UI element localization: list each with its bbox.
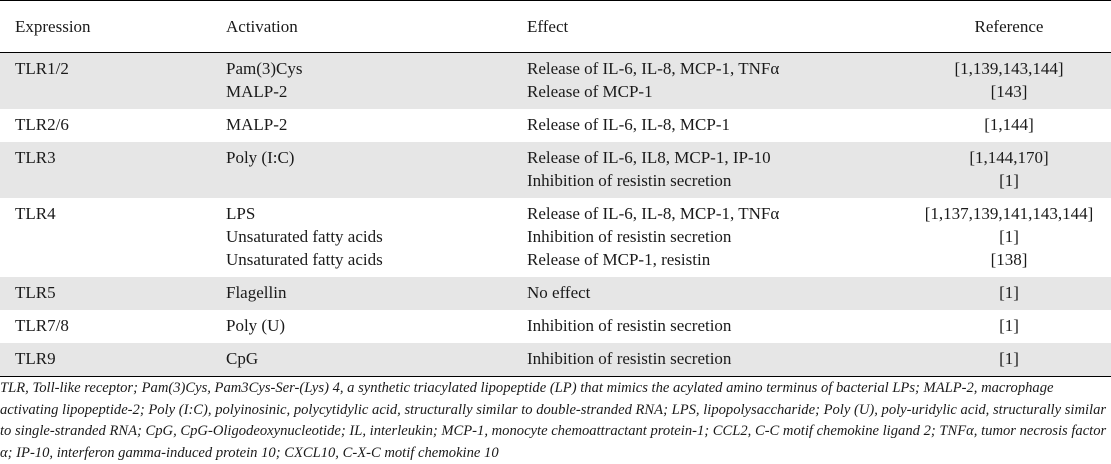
- table-footnote: TLR, Toll-like receptor; Pam(3)Cys, Pam3…: [0, 380, 1107, 461]
- cell-activation-line: CpG: [226, 349, 259, 368]
- cell-activation: Pam(3)Cys MALP-2: [226, 52, 527, 109]
- cell-reference-line: [143]: [990, 82, 1028, 101]
- cell-reference-line: [1]: [999, 316, 1019, 335]
- cell-reference: [1,137,139,141,143,144] [1] [138]: [907, 198, 1111, 277]
- cell-reference-line: [1,144]: [984, 115, 1034, 134]
- cell-effect: No effect: [527, 277, 907, 310]
- cell-activation: MALP-2: [226, 109, 527, 142]
- cell-activation-line: Flagellin: [226, 283, 287, 302]
- header-row: Expression Activation Effect Reference: [0, 0, 1111, 53]
- cell-expression: TLR1/2: [0, 52, 226, 109]
- cell-activation: Poly (I:C): [226, 142, 527, 198]
- cell-effect: Release of IL-6, IL8, MCP-1, IP-10 Inhibi…: [527, 142, 907, 198]
- cell-expression: TLR9: [0, 343, 226, 377]
- cell-reference: [1]: [907, 343, 1111, 377]
- cell-activation-line: Pam(3)Cys: [226, 59, 303, 78]
- cell-reference-line: [138]: [990, 250, 1028, 269]
- cell-effect: Release of IL-6, IL-8, MCP-1, TNFα Inhibi…: [527, 198, 907, 277]
- cell-activation-line: LPS: [226, 204, 256, 223]
- cell-reference: [1,144]: [907, 109, 1111, 142]
- cell-reference: [1]: [907, 310, 1111, 343]
- cell-effect: Release of IL-6, IL-8, MCP-1: [527, 109, 907, 142]
- cell-effect-line: Inhibition of resistin secretion: [527, 316, 732, 335]
- cell-effect-line: Release of IL-6, IL-8, MCP-1, TNFα: [527, 204, 780, 223]
- tlr-table: Expression Activation Effect Reference T…: [0, 0, 1111, 377]
- cell-reference-line: [1]: [999, 227, 1019, 246]
- header-effect: Effect: [527, 0, 907, 53]
- cell-expression: TLR3: [0, 142, 226, 198]
- cell-reference: [1,139,143,144] [143]: [907, 52, 1111, 109]
- cell-reference-line: [1,137,139,141,143,144]: [924, 204, 1094, 223]
- cell-activation-line: Unsaturated fatty acids: [226, 227, 383, 246]
- cell-activation-line: Poly (U): [226, 316, 286, 335]
- cell-effect-line: Inhibition of resistin secretion: [527, 349, 732, 368]
- cell-activation-line: MALP-2: [226, 82, 288, 101]
- cell-activation-line: Poly (I:C): [226, 148, 295, 167]
- header-activation: Activation: [226, 0, 527, 53]
- cell-reference-line: [1]: [999, 283, 1019, 302]
- cell-reference-line: [1,144,170]: [969, 148, 1049, 167]
- cell-activation: Flagellin: [226, 277, 527, 310]
- cell-effect-line: Release of MCP-1: [527, 82, 653, 101]
- table-body: TLR1/2 Pam(3)Cys MALP-2 Release of IL-6, IL…: [0, 52, 1111, 377]
- table-row: TLR1/2 Pam(3)Cys MALP-2 Release of IL-6, IL…: [0, 52, 1111, 109]
- cell-expression: TLR7/8: [15, 316, 69, 335]
- cell-effect-line: Release of IL-6, IL-8, MCP-1: [527, 115, 731, 134]
- cell-effect: Inhibition of resistin secretion: [527, 343, 907, 377]
- cell-reference: [1]: [907, 277, 1111, 310]
- cell-activation: Poly (U): [226, 310, 527, 343]
- cell-activation-line: Unsaturated fatty acids: [226, 250, 383, 269]
- table-row: TLR7/8 Poly (U) Inhibition of resistin sec…: [0, 310, 1111, 343]
- cell-effect-line: Release of IL-6, IL-8, MCP-1, TNFα: [527, 59, 780, 78]
- table-header: Expression Activation Effect Reference: [0, 0, 1111, 53]
- cell-activation-line: MALP-2: [226, 115, 288, 134]
- table-row: TLR4 LPS Unsaturated fatty acids Unsaturate…: [0, 198, 1111, 277]
- table-row: TLR9 CpG Inhibition of resistin secretion […: [0, 343, 1111, 377]
- tlr-table-container: Expression Activation Effect Reference T…: [0, 0, 1111, 377]
- header-expression: Expression: [0, 0, 226, 53]
- cell-effect: Inhibition of resistin secretion: [527, 310, 907, 343]
- cell-reference-line: [1,139,143,144]: [954, 59, 1064, 78]
- cell-expression: TLR4: [15, 204, 56, 223]
- cell-effect-line: Release of MCP-1, resistin: [527, 250, 711, 269]
- table-row: TLR5 Flagellin No effect [1]: [0, 277, 1111, 310]
- table-row: TLR2/6 MALP-2 Release of IL-6, IL-8, MCP-1…: [0, 109, 1111, 142]
- cell-activation: CpG: [226, 343, 527, 377]
- cell-reference-line: [1]: [999, 349, 1019, 368]
- cell-effect-line: Release of IL-6, IL8, MCP-1, IP-10: [527, 148, 771, 167]
- cell-effect-line: Inhibition of resistin secretion: [527, 227, 732, 246]
- cell-expression: TLR5: [0, 277, 226, 310]
- cell-expression: TLR2/6: [15, 115, 69, 134]
- cell-activation: LPS Unsaturated fatty acids Unsaturated fa…: [226, 198, 527, 277]
- cell-effect-line: No effect: [527, 283, 591, 302]
- table-row: TLR3 Poly (I:C) Release of IL-6, IL8, MCP-…: [0, 142, 1111, 198]
- header-reference: Reference: [907, 0, 1111, 53]
- cell-effect: Release of IL-6, IL-8, MCP-1, TNFα Releas…: [527, 52, 907, 109]
- cell-reference-line: [1]: [999, 171, 1019, 190]
- cell-effect-line: Inhibition of resistin secretion: [527, 171, 732, 190]
- cell-reference: [1,144,170] [1]: [907, 142, 1111, 198]
